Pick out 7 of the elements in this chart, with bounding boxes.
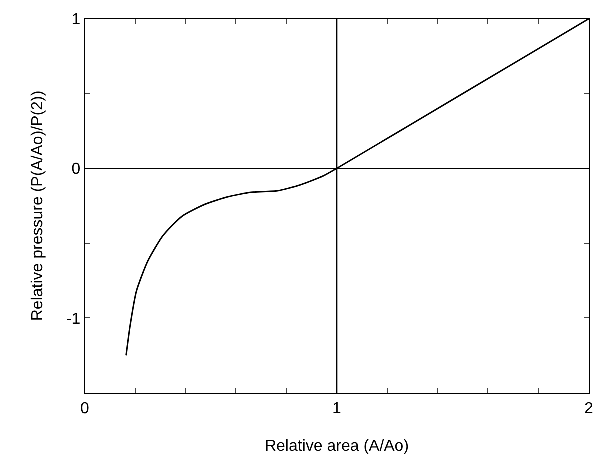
x-axis-title: Relative area (A/Ao) bbox=[264, 438, 410, 455]
x-tick-label: 1 bbox=[332, 400, 342, 418]
y-tick-label: 0 bbox=[72, 161, 81, 178]
x-tick-label: 2 bbox=[584, 400, 594, 418]
y-tick-label: 1 bbox=[72, 12, 81, 29]
y-axis-title: Relative pressure (P(A/Ao)/P(2)) bbox=[30, 90, 47, 322]
y-tick-label: -1 bbox=[66, 310, 81, 328]
